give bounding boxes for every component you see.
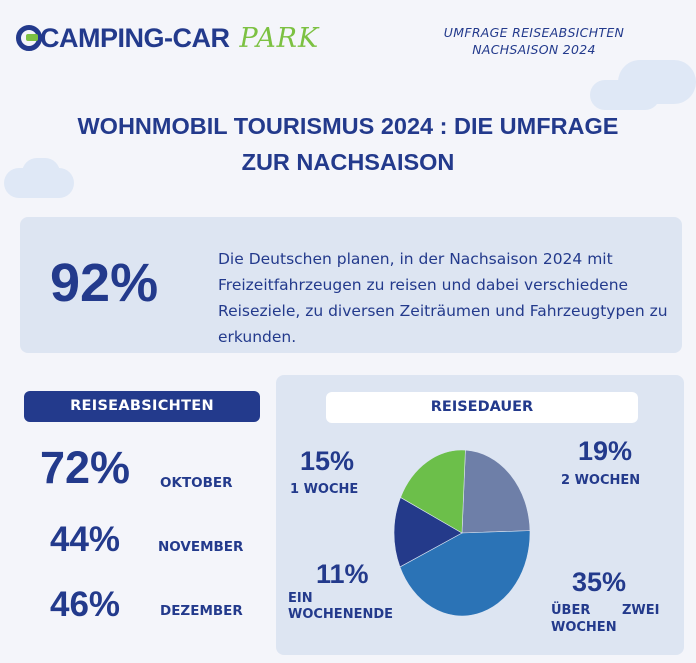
pie-slice (393, 497, 463, 568)
duration-pie-chart (393, 449, 531, 617)
intention-value: 72% (40, 442, 131, 493)
logo-accent-text: PARK (239, 22, 320, 54)
intention-month: NOVEMBER (158, 539, 244, 555)
survey-label-line: UMFRAGE REISEABSICHTEN (443, 25, 625, 40)
highlight-value: 92% (50, 253, 159, 313)
camper-logo-icon (16, 25, 42, 51)
intention-value: 46% (50, 585, 121, 624)
slice-label: WOCHENENDE (288, 607, 394, 622)
slice-label: ZWEI (622, 603, 660, 618)
slice-percent: 19% (578, 436, 633, 466)
slice-label: ÜBER (551, 603, 591, 618)
intentions-header: REISEABSICHTEN (24, 391, 260, 422)
cloud-decoration (22, 158, 60, 188)
pie-slice (461, 449, 531, 534)
highlight-text: Die Deutschen planen, in der Nachsaison … (218, 250, 668, 346)
intention-month: OKTOBER (160, 475, 233, 491)
highlight-panel (20, 217, 682, 353)
intention-month: DEZEMBER (160, 603, 243, 619)
logo-main-text: CAMPING-CAR (40, 22, 230, 53)
slice-percent: 35% (572, 567, 627, 597)
slice-percent: 15% (300, 446, 355, 476)
slice-percent: 11% (316, 559, 369, 589)
brand-logo: CAMPING-CAR PARK (16, 18, 319, 58)
slice-label: EIN (288, 591, 313, 606)
cloud-decoration (590, 80, 660, 110)
page-title: WOHNMOBIL TOURISMUS 2024 : DIE UMFRAGE Z… (20, 108, 676, 180)
slice-label: 1 WOCHE (290, 482, 359, 497)
survey-label-line: NACHSAISON 2024 (472, 42, 596, 57)
pie-slice (399, 530, 531, 617)
slice-label: WOCHEN (551, 620, 617, 635)
page-title-line: ZUR NACHSAISON (241, 149, 455, 175)
pie-slice (400, 449, 466, 534)
duration-header: REISEDAUER (326, 392, 638, 423)
survey-label: UMFRAGE REISEABSICHTEN NACHSAISON 2024 (424, 24, 644, 58)
page-title-line: WOHNMOBIL TOURISMUS 2024 : DIE UMFRAGE (77, 113, 619, 139)
slice-label: 2 WOCHEN (561, 473, 641, 488)
intention-value: 44% (50, 520, 121, 559)
